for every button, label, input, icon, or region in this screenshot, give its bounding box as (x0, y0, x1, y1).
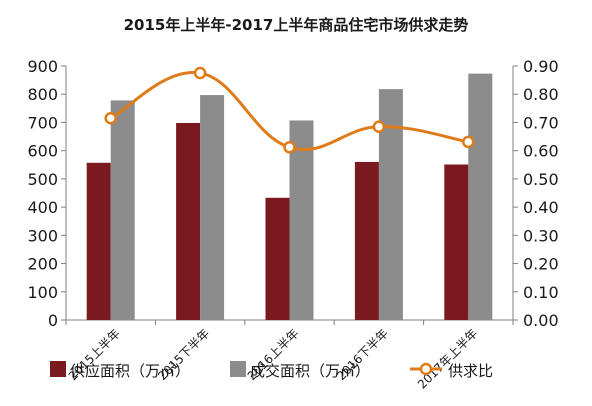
y-tick-label-left: 500 (27, 170, 58, 189)
ratio-point (283, 141, 296, 154)
deal-bar (289, 120, 314, 320)
supply-bar (86, 162, 111, 320)
y-tick-label-left: 700 (27, 113, 58, 132)
y-tick-label-right: 0.20 (523, 255, 559, 274)
y-tick-label-left: 800 (27, 85, 58, 104)
ratio-point (462, 135, 475, 149)
y-tick-label-left: 200 (27, 255, 58, 274)
y-tick-label-right: 0.00 (523, 311, 559, 330)
chart-title: 2015年上半年-2017上半年商品住宅市场供求走势 (124, 16, 469, 34)
y-tick-label-right: 0.30 (523, 226, 559, 245)
ratio-line (104, 66, 475, 154)
legend-marker (419, 362, 433, 376)
supply-bar (444, 164, 469, 320)
y-tick-label-left: 0 (48, 311, 58, 330)
y-tick-label-left: 600 (27, 142, 58, 161)
y-tick-label-left: 100 (27, 283, 58, 302)
y-tick-label-right: 0.40 (523, 198, 559, 217)
ratio-point (193, 66, 207, 80)
axes: 0 100 200 300 400 500 600 700 800 900 0.00 0.10 0.20… (27, 57, 558, 330)
category-labels: 2015上半年 2015下半年 2016上半年 2016下半年 2017年上半年 (66, 326, 481, 391)
y-tick-label-right: 0.50 (523, 170, 559, 189)
y-tick-label-left: 300 (27, 226, 58, 245)
deal-bar (110, 100, 135, 320)
bars (86, 73, 493, 321)
y-tick-label-right: 0.70 (523, 113, 559, 132)
y-tick-label-right: 0.60 (523, 142, 559, 161)
deal-bar (468, 73, 493, 321)
supply-bar (176, 123, 201, 321)
y-tick-label-left: 400 (27, 198, 58, 217)
category-label: 2017年上半年 (415, 326, 480, 391)
supply-bar (354, 161, 379, 320)
legend: 供应面积（万㎡） 成交面积（万㎡） 供求比 (50, 361, 493, 380)
legend-swatch (230, 361, 246, 377)
y-tick-label-right: 0.10 (523, 283, 559, 302)
legend-label: 成交面积（万㎡） (250, 362, 370, 380)
ratio-point (104, 111, 117, 125)
supply-bar (265, 197, 290, 320)
legend-swatch (50, 361, 66, 377)
legend-label: 供应面积（万㎡） (70, 362, 190, 380)
y-tick-label-right: 0.80 (523, 85, 559, 104)
ratio-point (372, 120, 386, 133)
y-tick-label-left: 900 (27, 57, 58, 76)
y-tick-label-right: 0.90 (523, 57, 559, 76)
legend-label: 供求比 (448, 362, 493, 380)
deal-bar (200, 95, 225, 321)
